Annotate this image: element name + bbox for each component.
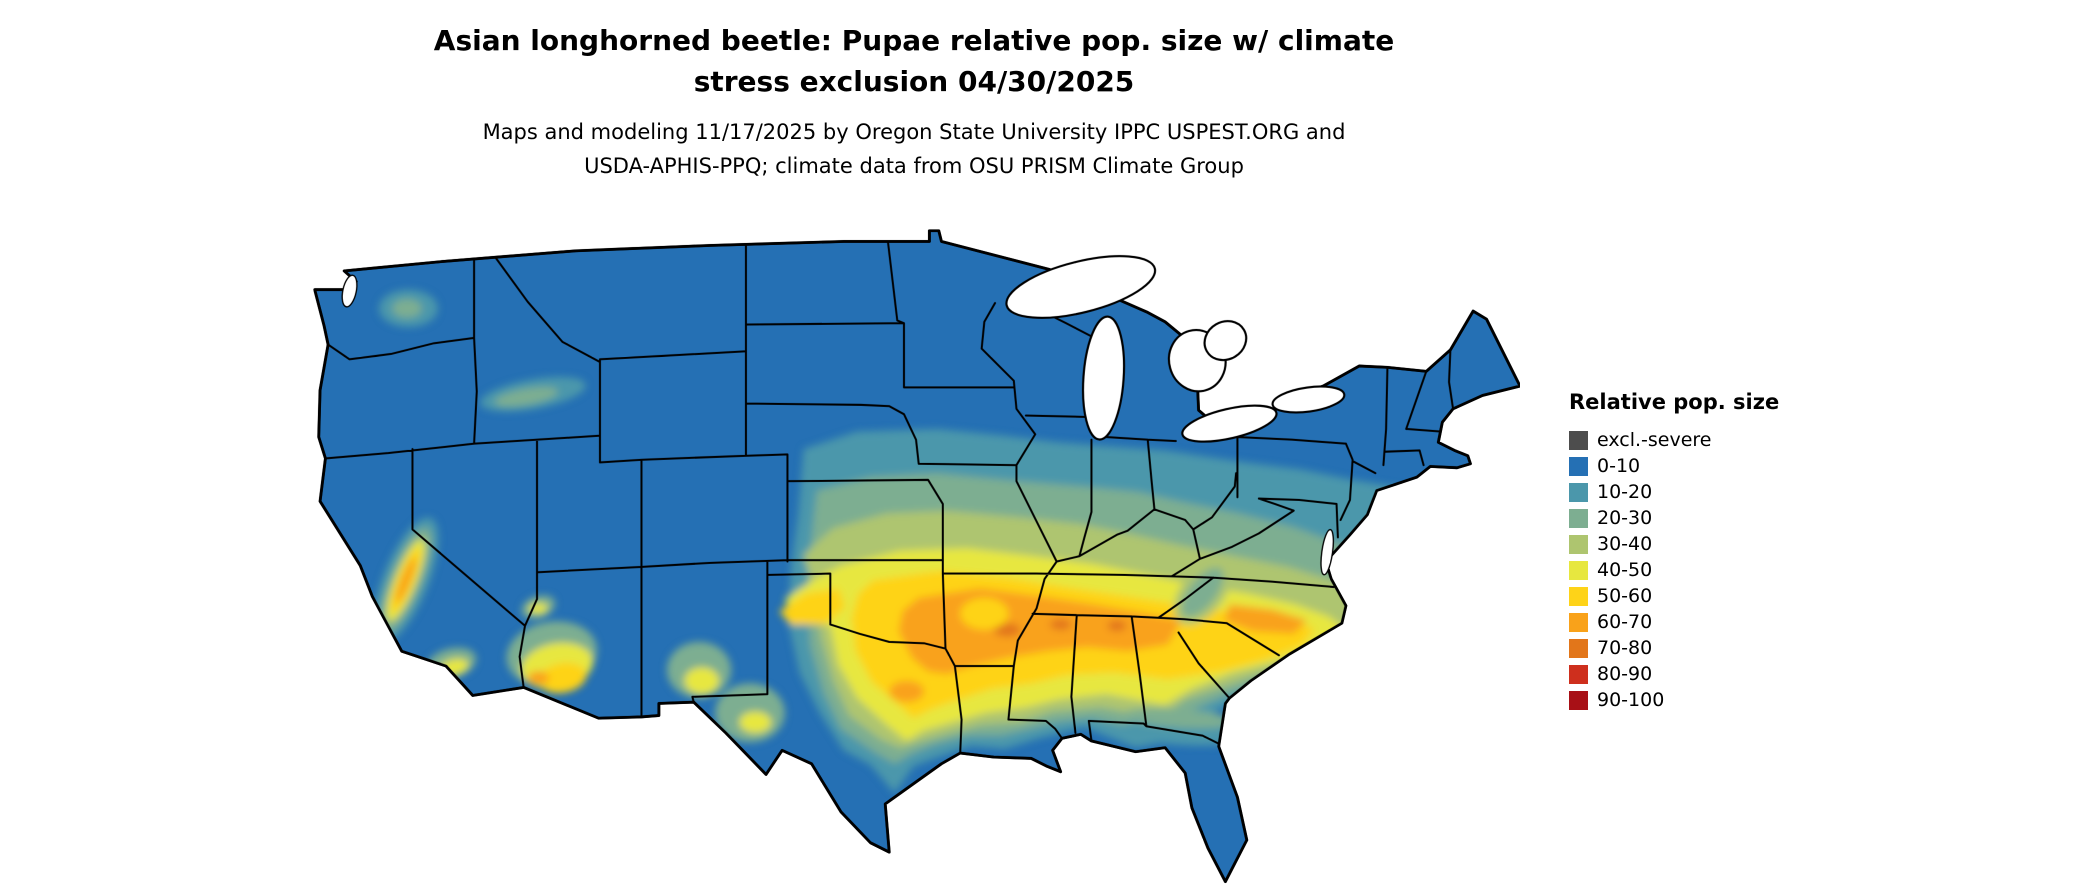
lake-superior [1005,255,1157,319]
lake-ontario [1271,385,1346,414]
population-bands [372,289,1514,794]
map-band [779,588,846,625]
subtitle-line-1: Maps and modeling 11/17/2025 by Oregon S… [482,120,1346,144]
legend-item-label: 40-50 [1597,559,1653,581]
map-patch [1049,619,1072,630]
legend-item-label: 50-60 [1597,585,1653,607]
legend-swatch [1569,534,1588,554]
puget-sound [341,274,358,308]
legend-item-label: 90-100 [1597,689,1665,711]
state-borders [324,240,1455,755]
legend-swatch [1569,508,1588,528]
legend-item: 10-20 [1569,479,1779,505]
lake-huron-north [1203,320,1248,362]
legend-item-label: 60-70 [1597,611,1653,633]
map-band [1224,604,1308,634]
legend-item: 60-70 [1569,609,1779,635]
map-patch [395,557,416,603]
legend-item: 90-100 [1569,687,1779,713]
map-subtitle: Maps and modeling 11/17/2025 by Oregon S… [308,115,1520,183]
legend-item: 0-10 [1569,453,1779,479]
legend-item: 50-60 [1569,583,1779,609]
legend-swatch [1569,664,1588,684]
legend-item: 20-30 [1569,505,1779,531]
legend-item: 40-50 [1569,557,1779,583]
map-patch [1122,708,1235,729]
legend-item: 70-80 [1569,635,1779,661]
map-patch [494,387,558,407]
legend-item: 30-40 [1569,531,1779,557]
title-line-2: stress exclusion 04/30/2025 [693,65,1135,98]
title-line-1: Asian longhorned beetle: Pupae relative … [433,24,1395,57]
great-lakes [341,255,1346,576]
legend-item-label: excl.-severe [1597,429,1712,451]
legend-title: Relative pop. size [1569,390,1780,414]
legend-item-label: 20-30 [1597,507,1653,529]
legend-item-label: 0-10 [1597,455,1641,477]
legend: Relative pop. size excl.-severe 0-10 10-… [1569,390,1779,713]
legend-swatch [1569,690,1588,710]
subtitle-line-2: USDA-APHIS-PPQ; climate data from OSU PR… [584,154,1244,178]
legend-swatch [1569,612,1588,632]
legend-item: 80-90 [1569,661,1779,687]
legend-swatch [1569,456,1588,476]
legend-swatch [1569,586,1588,606]
legend-swatch [1569,560,1588,580]
map-patch [527,671,550,685]
map-patch [739,711,772,733]
legend-swatch [1569,638,1588,658]
legend-item-label: 80-90 [1597,663,1653,685]
legend-item: excl.-severe [1569,427,1779,453]
legend-swatch [1569,482,1588,502]
map-patch [889,680,925,703]
map-patch [684,667,720,695]
lake-michigan [1081,315,1126,441]
chesapeake-bay [1320,528,1335,576]
figure-header: Asian longhorned beetle: Pupae relative … [308,20,1520,183]
map-patch [392,299,422,318]
legend-item-label: 70-80 [1597,637,1653,659]
map-patch [993,623,1021,637]
map-patch [960,597,1009,630]
legend-item-label: 30-40 [1597,533,1653,555]
map-patch [1181,567,1224,617]
lake-erie [1181,404,1278,443]
page-title: Asian longhorned beetle: Pupae relative … [308,20,1520,102]
map-patch [538,662,587,694]
legend-item-label: 10-20 [1597,481,1653,503]
map-patch [1107,620,1127,632]
us-choropleth-map [313,229,1520,883]
legend-swatch [1569,430,1588,450]
